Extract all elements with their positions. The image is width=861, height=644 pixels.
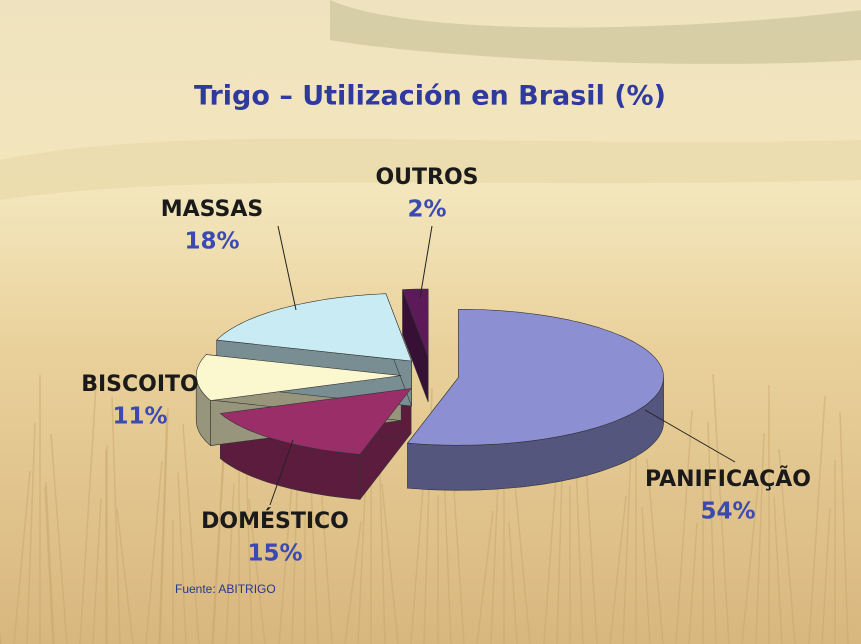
wheat-stalk bbox=[641, 506, 651, 644]
wheat-stalk bbox=[357, 472, 367, 644]
leader-line bbox=[644, 409, 736, 463]
wheat-stalk bbox=[646, 458, 664, 644]
slice-label: DOMÉSTICO bbox=[201, 508, 349, 534]
wheat-stalk bbox=[808, 395, 826, 644]
slice bbox=[216, 293, 413, 362]
wheat-stalk bbox=[773, 496, 783, 644]
wheat-stalk bbox=[50, 433, 68, 644]
slice bbox=[219, 388, 412, 455]
wheat-stalk bbox=[821, 507, 831, 644]
slice-label: BISCOITO bbox=[81, 372, 199, 397]
wheat-stalk bbox=[741, 485, 759, 644]
wheat-stalk bbox=[778, 448, 796, 644]
wheat-stalk bbox=[675, 410, 693, 644]
value-label: 54% bbox=[700, 499, 755, 525]
value-label: 18% bbox=[184, 229, 239, 255]
wheat-stalk bbox=[145, 460, 163, 644]
wheat-stalk bbox=[755, 432, 765, 644]
wheat-stalk bbox=[116, 508, 134, 644]
value-label: 2% bbox=[407, 197, 446, 223]
wheat-stalk bbox=[13, 470, 31, 644]
value-label: 15% bbox=[247, 541, 302, 567]
wheat-stalk bbox=[159, 407, 169, 644]
slice-label: MASSAS bbox=[161, 197, 264, 222]
leader-line bbox=[269, 439, 294, 506]
value-label: 11% bbox=[112, 404, 167, 430]
wheat-stalk bbox=[158, 412, 168, 644]
slice bbox=[195, 354, 402, 401]
chart-title: Trigo – Utilización en Brasil (%) bbox=[194, 81, 666, 112]
wheat-stalk bbox=[381, 483, 399, 644]
background-field bbox=[0, 138, 861, 200]
wheat-stalk bbox=[111, 396, 121, 644]
slice-label: PANIFICAÇÃO bbox=[645, 466, 811, 492]
wheat-stalk bbox=[248, 498, 266, 644]
leader-line bbox=[419, 225, 433, 299]
slice-label: OUTROS bbox=[375, 165, 478, 190]
wheat-stalk bbox=[839, 411, 849, 644]
slice bbox=[402, 288, 429, 358]
wheat-stalk bbox=[513, 473, 531, 644]
slice bbox=[407, 309, 664, 446]
wheat-stalk bbox=[707, 421, 717, 644]
pie: PANIFICAÇÃO 54% DOMÉSTICO 15% BISCOITO 11% MAS… bbox=[81, 165, 811, 567]
leader-line bbox=[277, 225, 297, 311]
wheat-stalk bbox=[26, 422, 36, 644]
wheat-stalk bbox=[177, 471, 187, 644]
wheat-stalk bbox=[476, 510, 494, 644]
source-note: Fuente: ABITRIGO bbox=[175, 582, 276, 596]
wheat-stalk bbox=[225, 482, 235, 644]
wheat-stalk bbox=[45, 481, 55, 644]
wheat-stalk bbox=[688, 522, 698, 644]
wheat-stalk bbox=[92, 497, 102, 644]
wheat-stalk bbox=[609, 495, 627, 644]
background-trees bbox=[330, 0, 861, 64]
wheat-stalk bbox=[79, 385, 97, 644]
wheat-stalk bbox=[182, 423, 200, 644]
wheat-stalk bbox=[622, 447, 632, 644]
wheat-stalk bbox=[44, 486, 54, 644]
wheat-stalk bbox=[712, 373, 730, 644]
wheat-stalk bbox=[508, 521, 518, 644]
wheat-stalk bbox=[344, 520, 362, 644]
